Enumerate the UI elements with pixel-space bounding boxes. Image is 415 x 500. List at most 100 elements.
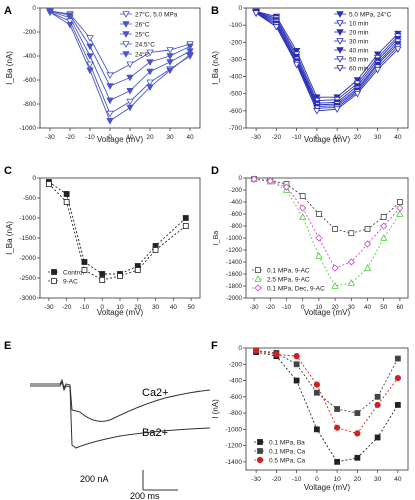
panel-f-y-tick-label-2: -400 — [229, 378, 242, 385]
panel-d-y-axis-label: I_Ba — [213, 231, 220, 246]
panel-b-legend-label-6: 60 min — [349, 66, 369, 73]
panel-f-series-2-point-7 — [394, 374, 401, 382]
panel-a-series-1-point-5 — [146, 59, 154, 66]
panel-a-series-2-point-5 — [146, 68, 154, 76]
panel-a-legend-marker-1 — [122, 21, 130, 28]
panel-b-legend-label-5: 50 min — [349, 57, 369, 64]
panel-a-y-tick-label-1: -200 — [23, 29, 36, 36]
panel-a-y-tick-label-2: -400 — [23, 53, 36, 60]
panel-d-y-tick-label-8: -1600 — [226, 271, 242, 278]
panel-b-x-tick-label-2: -10 — [292, 134, 302, 141]
panel-c-series-0-point-2 — [81, 259, 88, 265]
panel-d-series-0-point-4 — [315, 211, 322, 217]
panel-f-legend-marker-1 — [257, 448, 263, 454]
panel-a-legend-label-0: 27°C, 5.0 MPa — [135, 11, 178, 19]
panel-a-x-axis-label: Voltage (mV) — [97, 135, 144, 144]
panel-c-x-tick-label-2: -10 — [80, 304, 90, 311]
panel-b-legend-label-4: 40 min — [349, 48, 369, 55]
panel-f-y-tick-label-6: -1200 — [225, 443, 242, 450]
panel-f-legend-marker-2 — [256, 456, 264, 464]
panel-f-series-2-line — [256, 349, 399, 434]
panel-d-series-2-point-6 — [347, 258, 355, 266]
panel-c-series-1-point-2 — [81, 267, 88, 273]
panel-f-x-tick-label-6: 30 — [374, 476, 382, 483]
panel-d-series-2-line — [254, 178, 401, 269]
panel-c-series-0-line — [48, 181, 187, 275]
panel-f-series-2-point-6 — [374, 401, 381, 409]
panel-d-series-2-point-0 — [250, 175, 258, 183]
panel-c-chart: -30 -20 -10 0 10 20 30 40 50 0 -500 -1000 -1500 -2000… — [5, 175, 201, 317]
panel-a-legend-label-4: 24°C — [135, 51, 150, 59]
panel-b-series-6-point-2 — [292, 61, 301, 69]
panel-d-y-tick-label-4: -800 — [230, 223, 243, 230]
panel-d-series-2-point-3 — [299, 204, 307, 212]
panel-a-series-4-point-2 — [86, 67, 94, 75]
panel-d-legend-marker-1 — [254, 275, 262, 282]
panel-c-series-1-point-0 — [45, 181, 52, 187]
panel-d-legend-marker-2 — [254, 284, 262, 292]
panel-b-x-tick-label-6: 30 — [374, 134, 382, 141]
panel-f-y-tick-label-0: 0 — [238, 345, 242, 352]
panel-d-y-tick-label-3: -600 — [230, 211, 243, 218]
panel-c-y-axis-label: I_Ba (nA) — [5, 221, 14, 255]
panel-b-series-6-point-6 — [373, 66, 382, 74]
panel-a-x-tick-label-3: 0 — [108, 134, 112, 141]
panel-d-legend-marker-0 — [255, 267, 261, 273]
panel-f-y-axis-label: I (nA) — [211, 399, 220, 419]
panel-b-legend-marker-4 — [336, 47, 344, 54]
panel-f-series-1-point-2 — [293, 361, 300, 368]
panel-b-series-6-point-0 — [252, 10, 260, 17]
panel-f-x-tick-label-5: 20 — [354, 476, 362, 483]
panel-a-series-4-point-6 — [166, 67, 174, 75]
panel-a-legend-marker-2 — [122, 31, 130, 38]
panel-a-series-0-point-5 — [146, 49, 154, 57]
panel-d-y-tick-label-5: -1000 — [226, 235, 242, 242]
panel-c-y-tick-label-5: -2500 — [19, 275, 36, 282]
panel-a-series-1-point-3 — [106, 83, 114, 90]
panel-d-x-tick-label-9: 60 — [396, 304, 403, 311]
panel-d-series-0-line — [254, 178, 401, 234]
panel-f-x-tick-label-1: -20 — [272, 476, 282, 483]
panel-c-x-tick-label-3: 0 — [100, 304, 104, 311]
panel-b-legend-label-0: 5.0 MPa, 24°C — [349, 11, 392, 19]
panel-d-x-tick-label-6: 30 — [348, 304, 355, 311]
panel-c-y-tick-label-1: -500 — [23, 195, 36, 202]
panel-f-series-0-line — [256, 351, 399, 463]
panel-b-y-tick-label-2: -200 — [229, 39, 242, 46]
panel-d-series-1-point-5 — [331, 282, 339, 289]
panel-d-y-tick-label-2: -400 — [230, 199, 243, 206]
panel-a-y-tick-label-3: -600 — [23, 77, 36, 84]
panel-c-x-tick-label-5: 20 — [134, 304, 142, 311]
panel-b-series-6-point-7 — [394, 46, 402, 53]
panel-b-y-tick-label-4: -400 — [229, 74, 242, 81]
panel-d-x-tick-label-5: 20 — [332, 304, 339, 311]
panel-b-y-tick-label-5: -500 — [229, 91, 242, 98]
panel-b-series-4-line — [255, 12, 399, 108]
panel-b-series-0-line — [256, 10, 399, 98]
panel-f-frame — [245, 347, 409, 471]
panel-a-series-2-point-6 — [166, 59, 174, 66]
panel-c-legend-marker-1 — [51, 278, 57, 284]
panel-c-series-0-point-1 — [63, 191, 70, 197]
panel-b-x-tick-label-3: 0 — [315, 134, 319, 141]
panel-letter-a: A — [4, 5, 12, 17]
panel-d-y-tick-label-7: -1400 — [226, 259, 242, 266]
panel-a-series-1-line — [49, 10, 191, 87]
panel-d-series-1-point-9 — [396, 210, 404, 217]
panel-a-series-4-point-0 — [46, 9, 54, 17]
panel-c-series-1-line — [48, 183, 187, 281]
panel-a-series-4-point-3 — [106, 118, 114, 125]
panel-b-legend-marker-1 — [336, 20, 344, 27]
panel-d-x-tick-label-0: -30 — [250, 304, 260, 311]
panel-f-x-tick-label-2: -10 — [292, 476, 302, 483]
panel-b-y-tick-label-0: 0 — [238, 5, 242, 12]
panel-a-series-2-point-1 — [66, 14, 74, 22]
panel-c-series-1-point-6 — [152, 247, 159, 253]
panel-a-series-0-point-4 — [126, 61, 134, 69]
panel-c-series-0-point-3 — [99, 271, 106, 277]
panel-b-legend-label-1: 10 min — [349, 21, 369, 28]
panel-d-legend-label-2: 0.1 MPa, Dec, 9-AC — [267, 286, 325, 293]
panel-b-x-axis-label: Voltage (mV) — [304, 135, 351, 144]
panel-a-series-2-line — [49, 11, 191, 102]
panel-b-y-tick-label-1: -100 — [229, 22, 242, 29]
